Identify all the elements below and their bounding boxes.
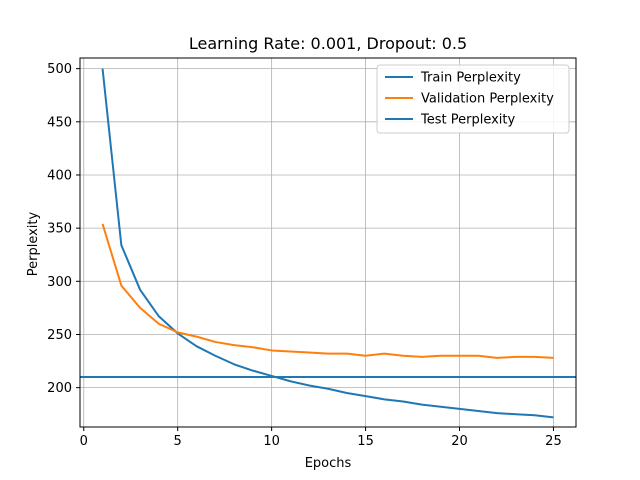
validation-perplexity-line bbox=[101, 223, 554, 359]
x-axis-label: Epochs bbox=[305, 456, 352, 471]
y-tick-label: 450 bbox=[47, 115, 72, 130]
x-tick-label: 5 bbox=[174, 434, 182, 449]
x-tick-label: 15 bbox=[357, 434, 374, 449]
x-tick-label: 10 bbox=[263, 434, 280, 449]
y-tick-label: 400 bbox=[47, 168, 72, 183]
y-tick-label: 350 bbox=[47, 222, 72, 237]
x-tick-label: 25 bbox=[545, 434, 562, 449]
chart-title: Learning Rate: 0.001, Dropout: 0.5 bbox=[189, 34, 467, 53]
tick-layer: 0 5 10 15 20 25 200 250 300 350 400 450 500 bbox=[47, 62, 562, 449]
y-tick-label: 300 bbox=[47, 275, 72, 290]
train-perplexity-line bbox=[101, 68, 554, 419]
y-tick-label: 200 bbox=[47, 381, 72, 396]
y-tick-label: 500 bbox=[47, 62, 72, 77]
series-layer bbox=[80, 68, 576, 419]
legend: Train Perplexity Validation Perplexity Tes… bbox=[376, 64, 570, 134]
grid-layer bbox=[80, 58, 576, 427]
x-tick-label: 0 bbox=[80, 434, 88, 449]
x-tick-label: 20 bbox=[451, 434, 468, 449]
legend-label: Train Perplexity bbox=[420, 71, 521, 86]
legend-label: Validation Perplexity bbox=[421, 92, 554, 107]
legend-box bbox=[376, 64, 570, 134]
legend-label: Test Perplexity bbox=[420, 113, 515, 128]
y-axis-label: Perplexity bbox=[26, 211, 41, 276]
plot-frame bbox=[79, 57, 577, 428]
y-tick-label: 250 bbox=[47, 328, 72, 343]
